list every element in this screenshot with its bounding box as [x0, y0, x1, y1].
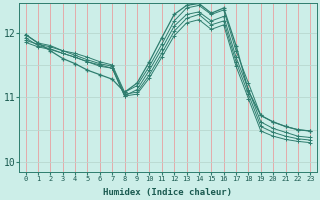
X-axis label: Humidex (Indice chaleur): Humidex (Indice chaleur) — [103, 188, 232, 197]
